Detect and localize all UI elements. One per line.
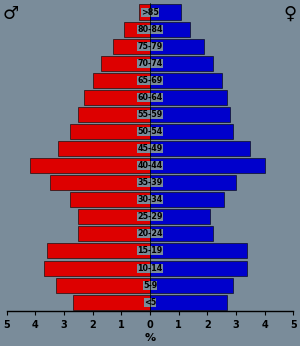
Bar xyxy=(150,107,230,122)
Bar xyxy=(78,226,150,242)
Text: 10-14: 10-14 xyxy=(137,264,163,273)
Bar xyxy=(150,192,224,207)
Text: 50-54: 50-54 xyxy=(137,127,163,136)
Bar xyxy=(150,261,247,275)
Text: 20-24: 20-24 xyxy=(137,229,163,238)
Bar xyxy=(101,56,150,71)
Text: 70-74: 70-74 xyxy=(137,59,163,68)
Bar xyxy=(78,107,150,122)
Bar xyxy=(150,209,210,224)
Bar xyxy=(150,21,190,37)
Bar xyxy=(58,141,150,156)
Bar xyxy=(73,295,150,310)
Text: 75-79: 75-79 xyxy=(137,42,163,51)
Bar xyxy=(150,158,265,173)
Bar xyxy=(30,158,150,173)
Bar xyxy=(47,244,150,258)
Bar xyxy=(93,73,150,88)
Text: 25-29: 25-29 xyxy=(137,212,163,221)
Text: 80-84: 80-84 xyxy=(137,25,163,34)
Bar xyxy=(124,21,150,37)
Text: 55-59: 55-59 xyxy=(137,110,163,119)
Text: <5: <5 xyxy=(144,298,156,307)
Text: 45-49: 45-49 xyxy=(137,144,163,153)
Bar xyxy=(150,295,227,310)
Bar xyxy=(150,226,213,242)
Text: 35-39: 35-39 xyxy=(137,178,163,187)
Bar xyxy=(70,192,150,207)
Bar xyxy=(56,277,150,293)
Bar xyxy=(70,124,150,139)
Bar xyxy=(150,90,227,105)
Bar xyxy=(150,244,247,258)
Bar xyxy=(84,90,150,105)
Bar xyxy=(150,175,236,190)
Bar xyxy=(44,261,150,275)
Bar xyxy=(150,56,213,71)
Text: 15-19: 15-19 xyxy=(137,246,163,255)
Bar xyxy=(150,124,233,139)
Text: 65-69: 65-69 xyxy=(137,76,163,85)
Text: ♀: ♀ xyxy=(284,5,297,23)
Bar xyxy=(150,277,233,293)
Text: 30-34: 30-34 xyxy=(137,195,163,204)
Bar xyxy=(150,73,222,88)
Text: 40-44: 40-44 xyxy=(137,161,163,170)
Text: 5-9: 5-9 xyxy=(143,281,157,290)
Text: >85: >85 xyxy=(141,8,159,17)
X-axis label: %: % xyxy=(144,333,156,343)
Bar xyxy=(150,141,250,156)
Bar xyxy=(50,175,150,190)
Text: ♂: ♂ xyxy=(3,5,19,23)
Bar xyxy=(113,39,150,54)
Bar xyxy=(150,4,182,19)
Bar xyxy=(150,39,204,54)
Bar xyxy=(139,4,150,19)
Text: 60-64: 60-64 xyxy=(137,93,163,102)
Bar xyxy=(78,209,150,224)
